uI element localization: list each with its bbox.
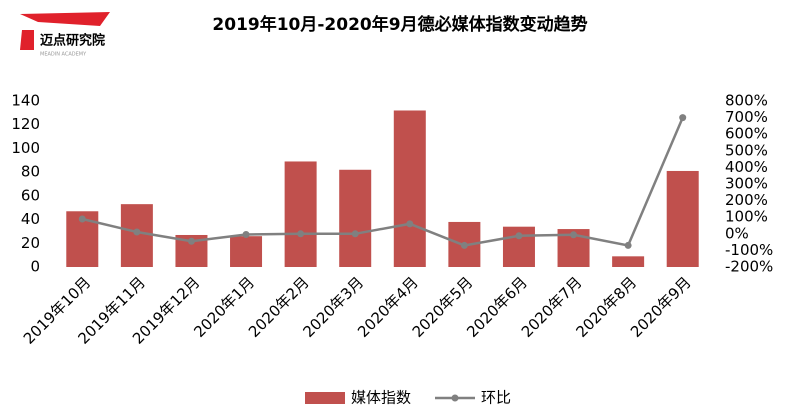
y-tick-label: 0 xyxy=(30,258,40,276)
y2-tick-label: 700% xyxy=(725,108,768,126)
y-tick-label: 60 xyxy=(21,186,40,204)
y-tick-label: 40 xyxy=(21,210,40,228)
legend-swatch xyxy=(305,392,345,404)
y2-tick-label: -100% xyxy=(725,241,773,259)
y2-tick-label: 400% xyxy=(725,158,768,176)
y-tick-label: 80 xyxy=(21,163,40,181)
bar xyxy=(666,170,699,267)
logo-flag xyxy=(20,12,110,26)
y2-tick-label: 500% xyxy=(725,141,768,159)
y2-tick-label: 800% xyxy=(725,92,768,110)
bar xyxy=(284,161,317,267)
logo-tagline: MEADIN ACADEMY xyxy=(40,52,87,58)
logo-name: 迈点研究院 xyxy=(40,33,105,49)
line-point xyxy=(515,232,523,240)
line-point xyxy=(570,231,578,239)
bar xyxy=(230,236,263,267)
line-point xyxy=(242,230,250,238)
line-point xyxy=(297,230,305,238)
y-tick-label: 140 xyxy=(11,92,40,110)
y2-tick-label: 100% xyxy=(725,208,768,226)
legend-label: 环比 xyxy=(481,389,511,407)
y2-tick-label: -200% xyxy=(725,258,773,276)
line-point xyxy=(351,230,359,238)
line-point xyxy=(460,241,468,249)
line xyxy=(82,117,684,247)
y-tick-label: 20 xyxy=(21,234,40,252)
y2-tick-label: 200% xyxy=(725,191,768,209)
line-point xyxy=(78,215,86,223)
line-point xyxy=(679,114,687,122)
chart-title: 2019年10月-2020年9月德必媒体指数变动趋势 xyxy=(212,14,587,35)
line-point xyxy=(406,220,414,228)
bar xyxy=(120,204,153,267)
line-point xyxy=(624,241,632,249)
y-tick-label: 100 xyxy=(11,139,40,157)
logo: 迈点研究院 MEADIN ACADEMY xyxy=(20,12,110,58)
y2-tick-label: 0% xyxy=(725,224,749,242)
bar xyxy=(339,169,372,267)
y2-tick-label: 600% xyxy=(725,125,768,143)
bar xyxy=(393,110,426,267)
y2-tick-label: 300% xyxy=(725,175,768,193)
line-point xyxy=(133,228,141,236)
legend-label: 媒体指数 xyxy=(351,389,411,407)
legend-swatch-dot xyxy=(451,394,459,402)
logo-tower xyxy=(20,30,34,50)
bar xyxy=(612,256,645,267)
y-tick-label: 120 xyxy=(11,115,40,133)
line-point xyxy=(187,237,195,245)
